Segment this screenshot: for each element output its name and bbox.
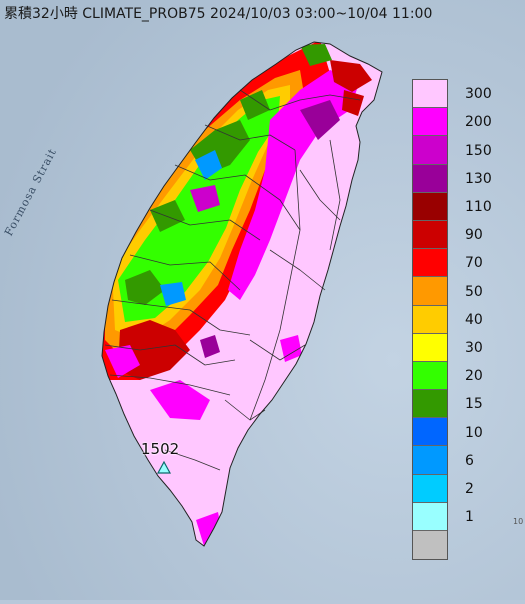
station-label: 1502 [141, 440, 180, 458]
map-title: 累積32小時 CLIMATE_PROB75 2024/10/03 03:00~1… [4, 6, 433, 22]
legend-swatch [413, 531, 447, 560]
legend-swatch [413, 305, 447, 334]
legend-swatch [413, 277, 447, 306]
legend-label: 30 [465, 339, 483, 356]
legend-swatch [413, 136, 447, 165]
legend-swatch [413, 361, 447, 391]
legend-label: 300 [465, 86, 492, 103]
legend-swatch [413, 333, 447, 362]
legend-swatch [413, 164, 447, 193]
legend-swatch [413, 220, 447, 250]
legend-swatch [413, 418, 447, 447]
legend-label: 15 [465, 396, 483, 413]
legend-label: 110 [465, 198, 492, 215]
legend-label: 40 [465, 311, 483, 328]
edge-mark: 10 [513, 517, 524, 526]
legend-label: 10 [465, 424, 483, 441]
legend-label: 1 [465, 509, 474, 526]
legend-swatch [413, 446, 447, 475]
station-marker-icon [156, 460, 172, 474]
legend-swatch [413, 108, 447, 137]
legend-swatch [413, 390, 447, 419]
legend-label: 2 [465, 480, 474, 497]
legend-swatch [413, 502, 447, 531]
rainfall-patches [102, 42, 372, 546]
legend-swatch [413, 80, 447, 109]
legend-swatch [413, 192, 447, 221]
legend-swatch [413, 249, 447, 278]
legend-label: 70 [465, 255, 483, 272]
legend-label: 20 [465, 368, 483, 385]
legend-label: 200 [465, 114, 492, 131]
legend-swatch [413, 474, 447, 503]
legend-label: 150 [465, 142, 492, 159]
legend-label: 50 [465, 283, 483, 300]
district-boundaries [104, 89, 361, 471]
legend-label: 130 [465, 170, 492, 187]
color-legend [412, 79, 448, 561]
legend-label: 6 [465, 452, 474, 469]
legend-label: 90 [465, 227, 483, 244]
